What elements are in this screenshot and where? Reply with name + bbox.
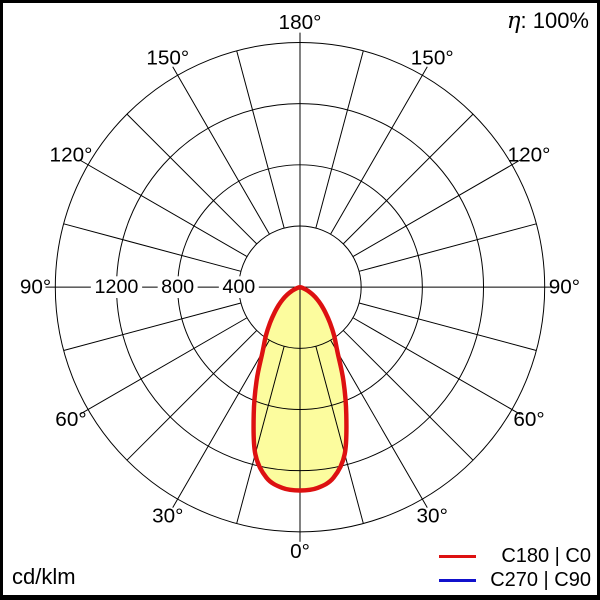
angle-label-60deg-left: 60°	[55, 408, 86, 431]
curve-c180-c0	[251, 284, 349, 493]
grid-spoke-300	[79, 317, 248, 415]
grid-spoke-15	[315, 346, 364, 524]
tick-label-bg-800	[157, 276, 198, 299]
grid-spoke-165	[315, 50, 364, 229]
grid-spoke-45	[342, 330, 474, 461]
angle-label-30deg-left: 30°	[152, 505, 183, 528]
grid-spoke-315	[126, 330, 258, 461]
grid-spoke-105	[358, 223, 537, 272]
grid-spoke-135	[342, 113, 474, 245]
grid-spoke-345	[236, 346, 285, 524]
radial-tick-400: 400	[222, 276, 255, 298]
angle-label-90deg-right: 90°	[549, 276, 580, 299]
legend-item-c0: C180 | C0	[439, 545, 591, 567]
grid-spoke-75	[358, 302, 537, 351]
grid-spoke-150	[330, 66, 428, 235]
tick-label-bg-400	[218, 276, 259, 299]
grid-spoke-195	[236, 50, 285, 229]
c180-c0-line-swatch	[439, 555, 476, 558]
legend-item-c90: C270 | C90	[439, 569, 591, 591]
grid-spoke-285	[63, 302, 242, 351]
legend-label-c90: C270 | C90	[490, 569, 591, 591]
angle-label-180deg: 180°	[279, 11, 322, 34]
angle-label-150deg-right: 150°	[411, 47, 454, 70]
grid-spoke-210	[172, 66, 270, 235]
c270-c90-line-swatch	[439, 579, 476, 582]
legend-label-c0: C180 | C0	[501, 545, 591, 567]
grid-spoke-225	[126, 113, 258, 245]
eta-symbol: η	[506, 8, 521, 34]
efficiency-value: : 100%	[520, 8, 590, 33]
grid-spoke-240	[79, 159, 248, 258]
angle-label-120deg-right: 120°	[508, 143, 551, 166]
radial-tick-800: 800	[161, 276, 194, 298]
angle-label-60deg-right: 60°	[513, 408, 544, 431]
angle-label-30deg-right: 30°	[417, 505, 448, 528]
efficiency-label: η: 100%	[507, 8, 589, 34]
angle-label-90deg-left: 90°	[20, 276, 51, 299]
angle-label-150deg-left: 150°	[146, 47, 189, 70]
angle-label-120deg-left: 120°	[50, 143, 93, 166]
grid-spoke-255	[63, 223, 242, 272]
legend: C180 | C0 C270 | C90	[439, 545, 591, 591]
grid-spoke-60	[352, 317, 521, 415]
radial-tick-1200: 1200	[95, 276, 139, 298]
polar-chart: 400 800 1200 0° 30° 60° 90° 120° 150° 180° 150° 120…	[20, 11, 580, 563]
grid-spoke-120	[352, 159, 521, 258]
unit-label: cd/klm	[12, 564, 76, 589]
angle-label-0deg: 0°	[290, 540, 310, 563]
grid-spoke-30	[330, 339, 428, 508]
grid-spoke-330	[172, 339, 270, 508]
tick-label-bg-1200	[90, 276, 143, 299]
